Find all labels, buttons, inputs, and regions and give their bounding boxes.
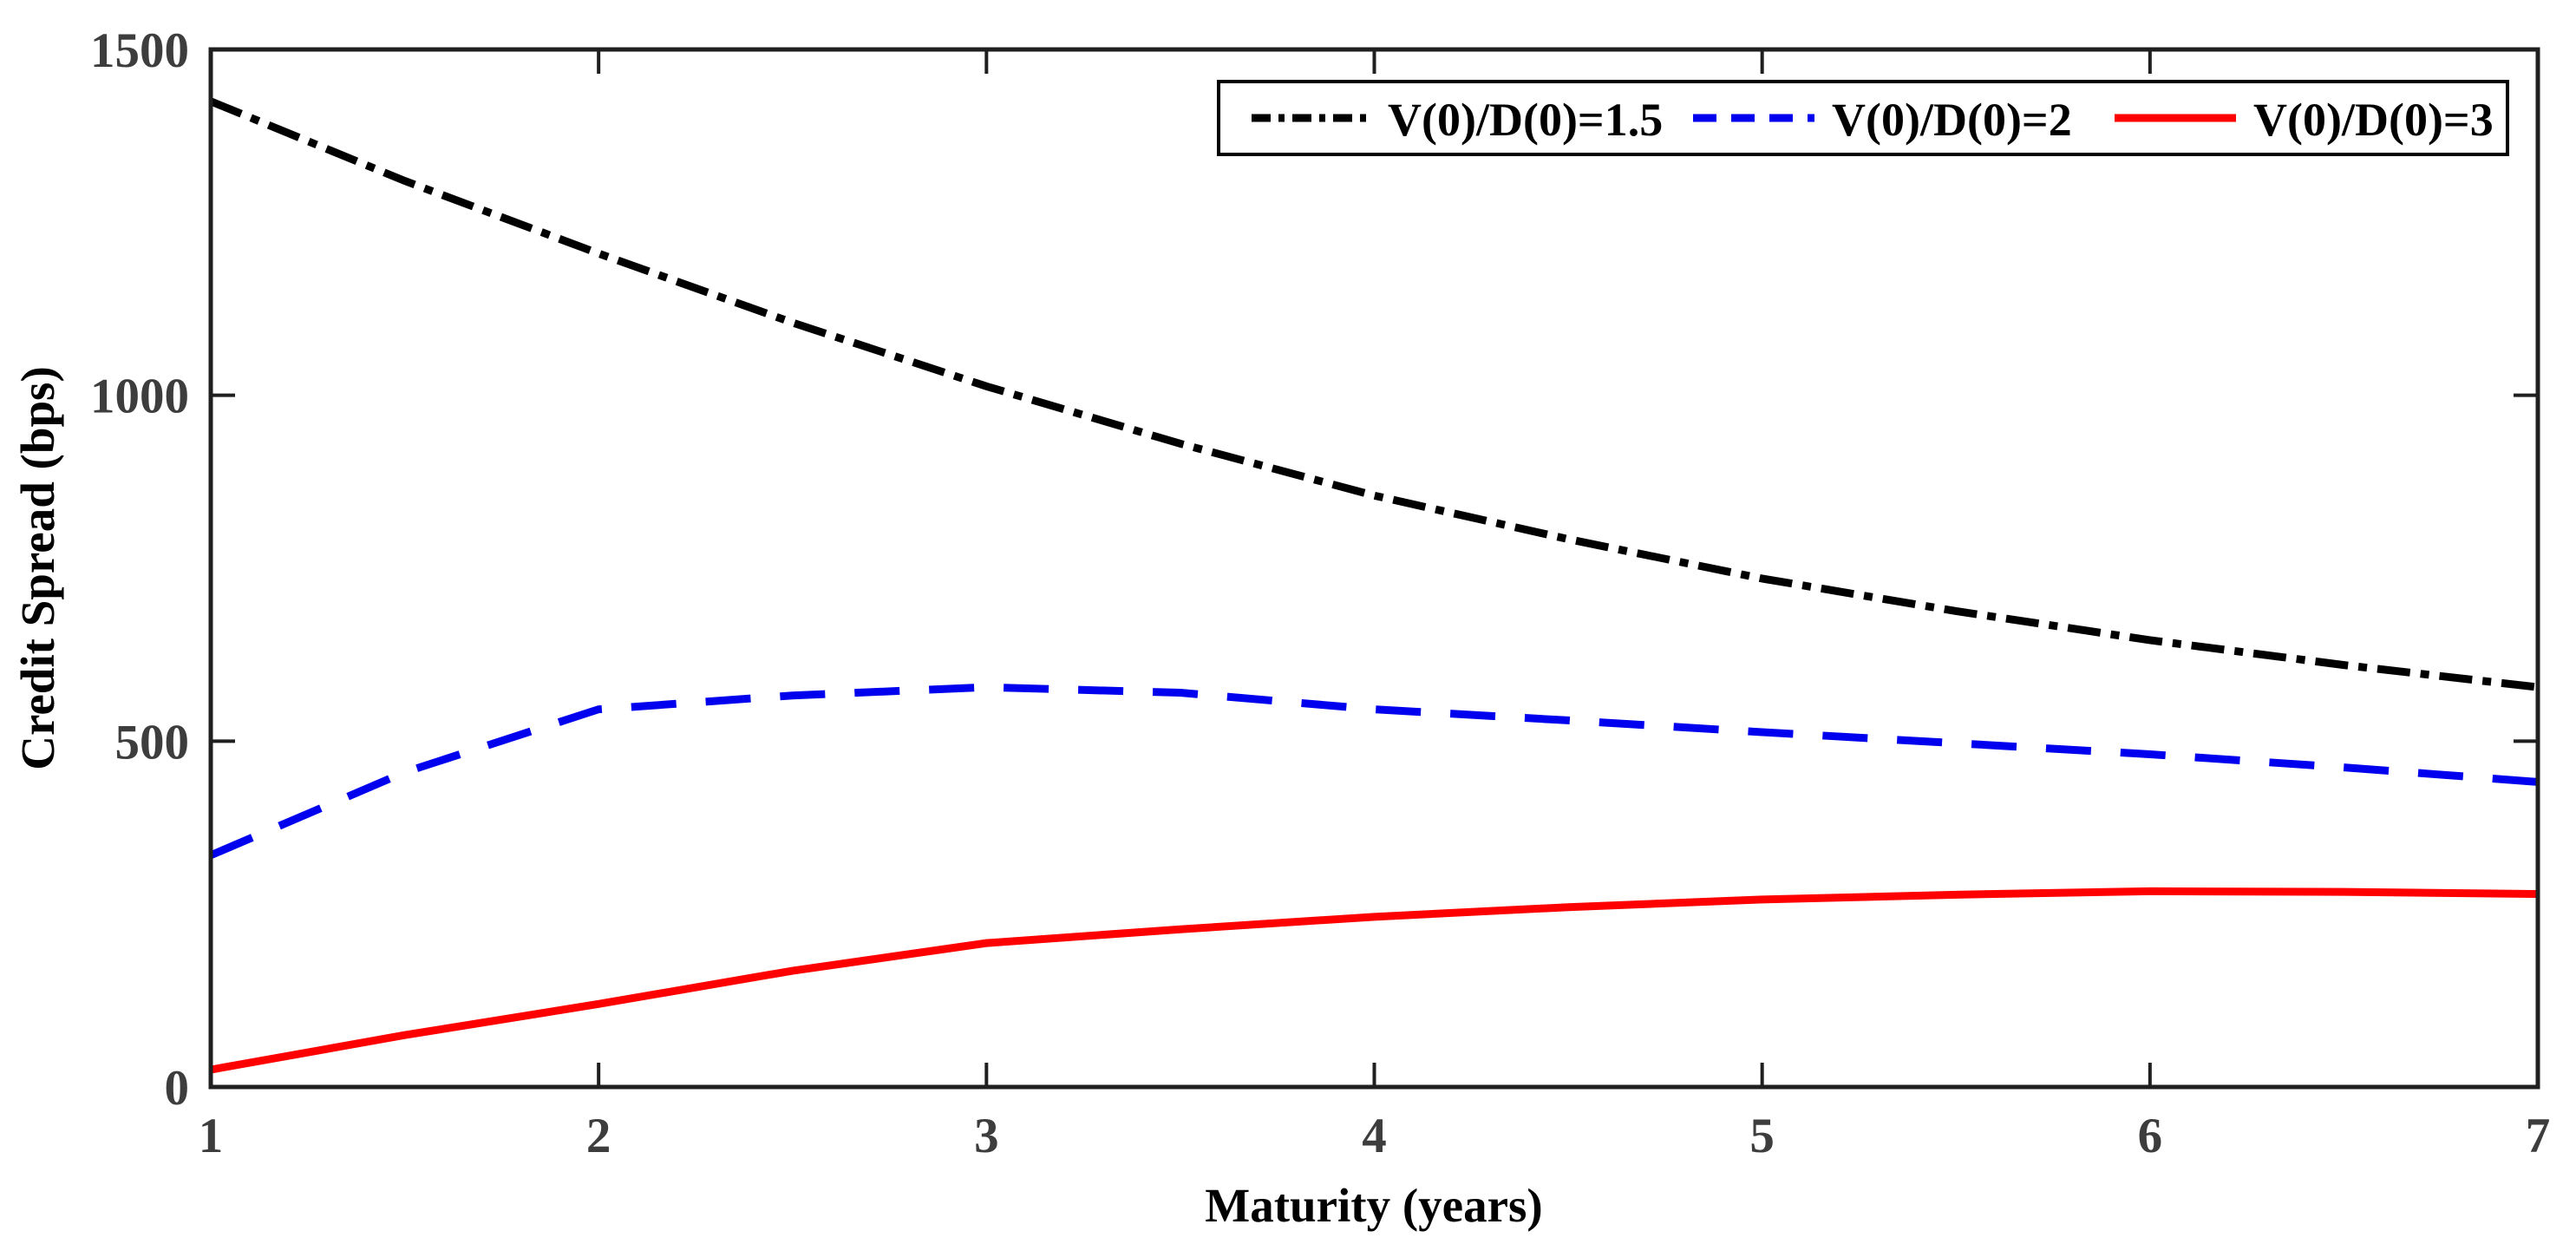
x-tick-label: 3 (974, 1109, 999, 1163)
x-axis-label: Maturity (years) (1205, 1179, 1542, 1232)
x-tick-label: 6 (2138, 1109, 2163, 1163)
y-tick-label: 0 (165, 1061, 190, 1116)
series-line-2 (210, 887, 2539, 1074)
y-tick-label: 500 (115, 715, 190, 769)
legend-box (1217, 80, 2509, 156)
y-tick-label: 1000 (90, 370, 189, 424)
legend: V(0)/D(0)=1.5 V(0)/D(0)=2 V(0)/D(0)=3 (1217, 80, 2509, 156)
legend-entry-label: V(0)/D(0)=3 (2253, 94, 2494, 146)
x-tick-label: 7 (2526, 1109, 2551, 1163)
plot-curves (209, 97, 2539, 1074)
legend-entry-label: V(0)/D(0)=1.5 (1388, 94, 1663, 146)
axes (208, 47, 2540, 1090)
y-tick-label: 1500 (90, 23, 189, 78)
series-line-0 (209, 97, 2539, 691)
x-tick-label: 1 (199, 1109, 224, 1163)
x-tick-label: 5 (1749, 1109, 1775, 1163)
series-line-1 (209, 683, 2539, 860)
x-tick-label: 2 (586, 1109, 611, 1163)
tick-labels: 1 2 3 4 5 6 7 0 500 1000 1500 (90, 23, 2550, 1163)
y-axis-label: Credit Spread (bps) (11, 366, 64, 770)
x-tick-label: 4 (1362, 1109, 1387, 1163)
legend-entry-label: V(0)/D(0)=2 (1832, 94, 2072, 146)
plot-border (208, 47, 2540, 1090)
